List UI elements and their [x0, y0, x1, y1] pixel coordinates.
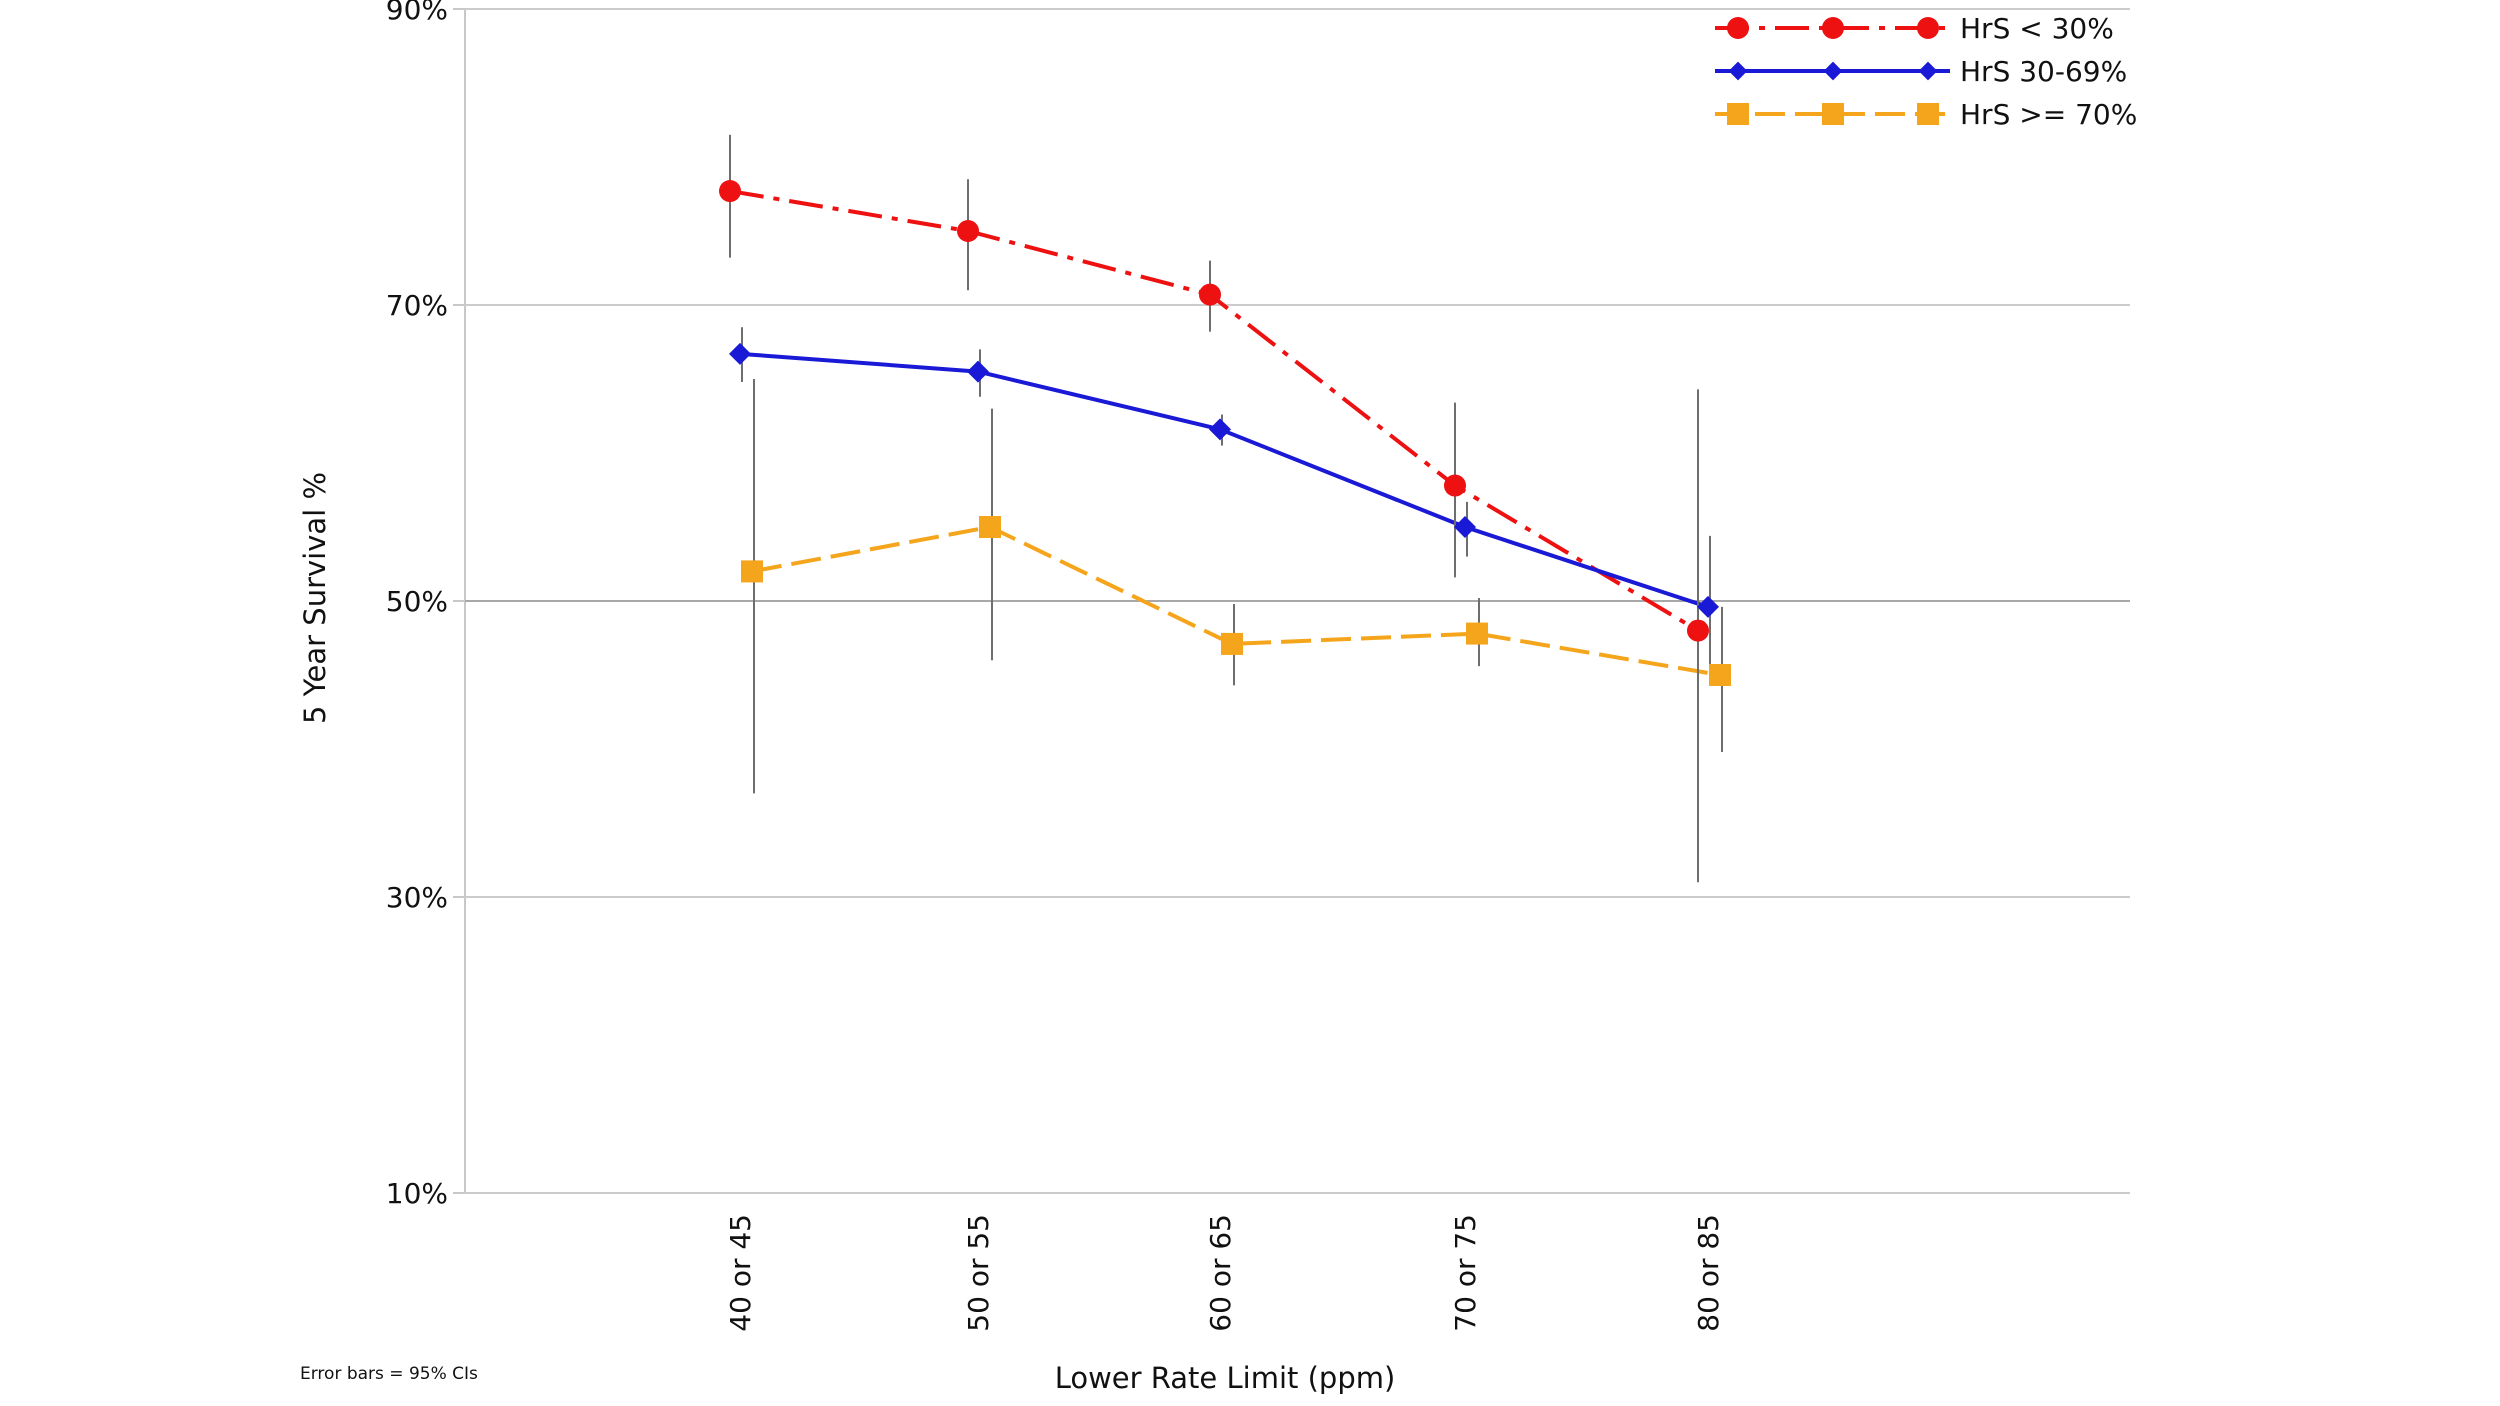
data-point-square: [1822, 103, 1844, 125]
data-point-circle: [1687, 619, 1709, 642]
legend-label: HrS >= 70%: [1960, 98, 2137, 131]
y-tick-label: 70%: [386, 289, 448, 322]
data-point-square: [1466, 622, 1488, 645]
series-line: [729, 189, 1700, 633]
y-tick-label: 90%: [386, 0, 448, 26]
x-tick-label: 50 or 55: [962, 1214, 995, 1332]
data-point-circle: [1444, 474, 1466, 497]
data-point-circle: [719, 180, 741, 203]
y-tick-labels: 10% 30% 50% 70% 90%: [386, 0, 448, 1210]
data-point-circle: [957, 220, 979, 242]
legend: HrS < 30% HrS 30-69% HrS >= 70%: [1715, 12, 2137, 131]
data-point-diamond: [1728, 61, 1748, 81]
data-point-circle: [1917, 17, 1939, 39]
y-axis-title: 5 Year Survival %: [298, 472, 332, 724]
legend-label: HrS 30-69%: [1960, 55, 2127, 88]
error-bars: [729, 134, 1723, 883]
x-tick-label: 60 or 65: [1204, 1214, 1237, 1332]
x-tick-labels: 40 or 45 50 or 55 60 or 65 70 or 75 80 or 85: [724, 1214, 1725, 1332]
data-point-diamond: [1697, 595, 1719, 618]
data-point-diamond: [967, 360, 989, 383]
data-point-diamond: [1918, 61, 1938, 81]
data-point-square: [979, 516, 1001, 538]
series-line: [739, 351, 1709, 609]
x-tick-label: 80 or 85: [1692, 1214, 1725, 1332]
y-tick-label: 10%: [386, 1177, 448, 1210]
data-point-square: [1727, 103, 1749, 125]
data-point-diamond: [1209, 418, 1231, 441]
x-tick-label: 70 or 75: [1449, 1214, 1482, 1332]
x-axis-title: Lower Rate Limit (ppm): [1055, 1361, 1396, 1395]
data-markers: [719, 180, 1731, 686]
data-point-square: [1709, 664, 1731, 686]
data-point-square: [1917, 103, 1939, 125]
data-point-circle: [1199, 283, 1221, 306]
y-tick-label: 50%: [386, 585, 448, 618]
y-tick-label: 30%: [386, 881, 448, 914]
data-point-square: [741, 560, 763, 583]
data-point-diamond: [729, 342, 751, 365]
data-point-square: [1221, 632, 1243, 655]
error-bar-note: Error bars = 95% CIs: [300, 1364, 478, 1384]
gridlines: [453, 8, 2130, 1194]
series-line: [751, 525, 1721, 677]
x-tick-label: 40 or 45: [724, 1214, 757, 1332]
legend-label: HrS < 30%: [1960, 12, 2114, 45]
data-point-circle: [1727, 17, 1749, 39]
data-point-diamond: [1823, 61, 1843, 81]
data-point-diamond: [1454, 516, 1476, 538]
data-point-circle: [1822, 17, 1844, 39]
